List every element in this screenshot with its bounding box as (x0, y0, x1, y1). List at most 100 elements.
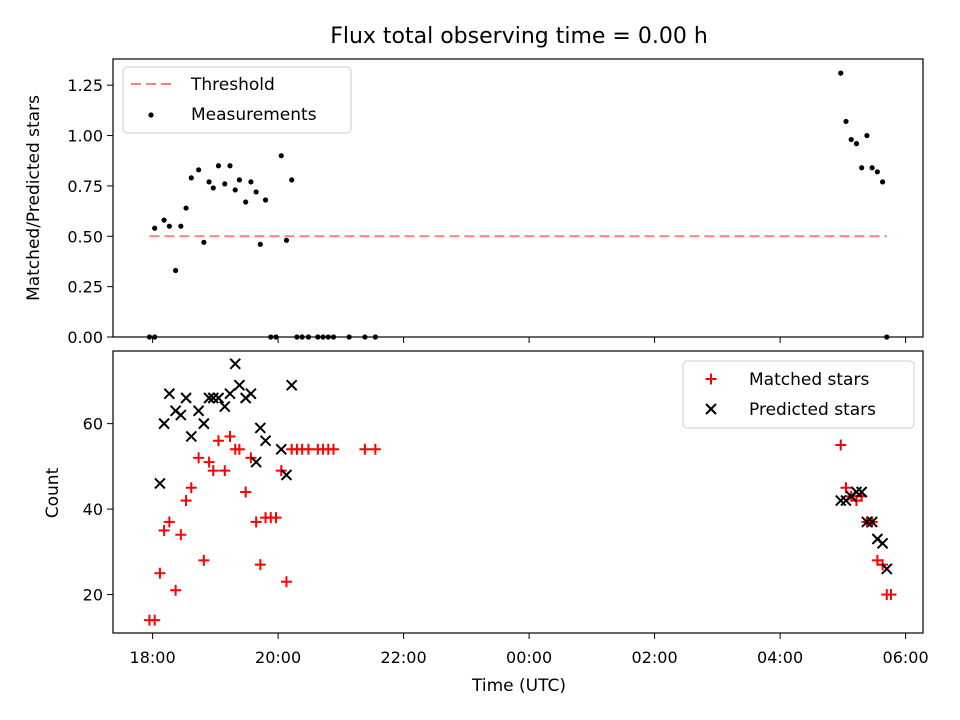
measurement-point (874, 169, 880, 175)
bottom-legend-box (682, 360, 915, 429)
top-x-ticks (152, 337, 907, 343)
matched-star-point (180, 495, 192, 507)
legend-matched-label: Matched stars (749, 370, 869, 390)
predicted-star-point (192, 405, 205, 417)
predicted-star-point (835, 494, 847, 507)
measurement-point (215, 163, 222, 169)
predicted-star-point (212, 392, 225, 404)
matched-star-point (359, 443, 371, 455)
predicted-star-point (158, 417, 170, 430)
top-y-tick-label: 0.50 (67, 227, 103, 246)
bottom-x-tick-label: 04:00 (757, 648, 803, 667)
matched-star-point (254, 559, 266, 571)
measurement-point (188, 175, 194, 181)
predicted-star-point (275, 443, 287, 455)
measurement-point (178, 223, 184, 229)
matched-star-point (835, 439, 847, 451)
predicted-star-point (224, 388, 236, 400)
matched-star-point (198, 554, 210, 566)
matched-star-point (369, 443, 381, 455)
measurement-point (248, 179, 254, 185)
bottom-y-tick-label: 40 (83, 500, 103, 519)
predicted-star-point (876, 537, 889, 549)
bottom-y-tick-label: 60 (83, 415, 103, 434)
measurement-point (864, 132, 870, 139)
legend-predicted-label: Predicted stars (749, 400, 876, 420)
matched-star-point (203, 456, 215, 468)
bottom-y-axis-label: Count (43, 467, 63, 518)
bottom-y-ticks: 20 40 60 (83, 415, 113, 605)
measurement-point (173, 267, 179, 274)
predicted-star-point (285, 379, 298, 391)
matched-star-point (885, 589, 897, 601)
predicted-star-point (198, 417, 210, 430)
top-legend: Threshold Measurements (122, 66, 352, 134)
predicted-star-point (180, 392, 192, 404)
measurement-point (859, 165, 865, 171)
legend-measurement-label: Measurements (191, 105, 317, 125)
matched-star-point (193, 452, 205, 464)
top-legend-box (122, 66, 352, 134)
matched-star-point (163, 516, 175, 528)
matched-star-point (207, 465, 219, 477)
measurement-point (222, 181, 228, 187)
predicted-star-point (254, 422, 267, 434)
legend-predicted-swatch (705, 403, 717, 415)
matched-star-point (219, 465, 231, 477)
top-panel: Matched/Predicted stars 0.00 0.25 0.50 0.75… (24, 58, 924, 347)
bottom-x-tick-label: 22:00 (381, 648, 427, 667)
predicted-star-points (154, 358, 893, 575)
matched-star-point (212, 435, 224, 447)
top-plot-frame (112, 58, 924, 338)
measurement-point (278, 153, 284, 159)
measurement-point (227, 163, 233, 169)
measurement-point (853, 141, 860, 147)
predicted-star-point (233, 379, 246, 391)
matched-star-point (158, 524, 170, 536)
measurement-point (210, 185, 216, 191)
measurement-point (166, 223, 172, 229)
measurement-point (253, 189, 259, 195)
measurement-point (869, 165, 875, 171)
matched-star-point (250, 516, 262, 528)
predicted-star-point (207, 392, 219, 404)
measurement-point (283, 237, 290, 243)
measurement-point (206, 179, 212, 185)
measurement-point (152, 225, 158, 231)
measurement-point (183, 205, 189, 211)
bottom-x-ticks: 18:00 20:00 22:00 00:00 02:00 04:00 06:00 (130, 633, 929, 667)
bottom-x-tick-label: 20:00 (255, 648, 301, 667)
top-y-ticks: 0.00 0.25 0.50 0.75 1.00 1.25 (67, 76, 113, 347)
matched-star-point (149, 614, 161, 626)
matched-star-point (302, 443, 314, 455)
matched-star-point (280, 576, 292, 588)
predicted-star-point (259, 435, 272, 447)
predicted-star-point (154, 477, 166, 490)
top-y-tick-label: 0.75 (67, 177, 103, 196)
predicted-star-point (163, 388, 176, 400)
matched-star-point (154, 567, 166, 579)
bottom-legend: Matched stars Predicted stars (682, 360, 915, 429)
measurement-point (257, 241, 263, 247)
predicted-star-point (175, 409, 187, 421)
chart-title: Flux total observing time = 0.00 h (330, 24, 708, 49)
predicted-star-point (881, 563, 893, 575)
top-y-axis-label: Matched/Predicted stars (24, 95, 44, 301)
bottom-y-tick-label: 20 (83, 586, 103, 605)
measurement-point (262, 197, 269, 203)
bottom-x-tick-label: 02:00 (632, 648, 678, 667)
legend-measurement-swatch (148, 112, 154, 118)
top-y-tick-label: 1.25 (67, 76, 103, 95)
predicted-star-point (250, 456, 262, 468)
measurement-point (838, 70, 844, 76)
measurement-point (848, 136, 854, 143)
predicted-star-point (855, 486, 868, 498)
measurement-point (232, 187, 238, 193)
measurement-point (161, 217, 167, 223)
predicted-star-point (280, 469, 293, 481)
predicted-star-point (185, 430, 198, 443)
measurement-point (196, 167, 202, 173)
measurement-point (879, 179, 886, 185)
predicted-star-point (866, 516, 878, 528)
